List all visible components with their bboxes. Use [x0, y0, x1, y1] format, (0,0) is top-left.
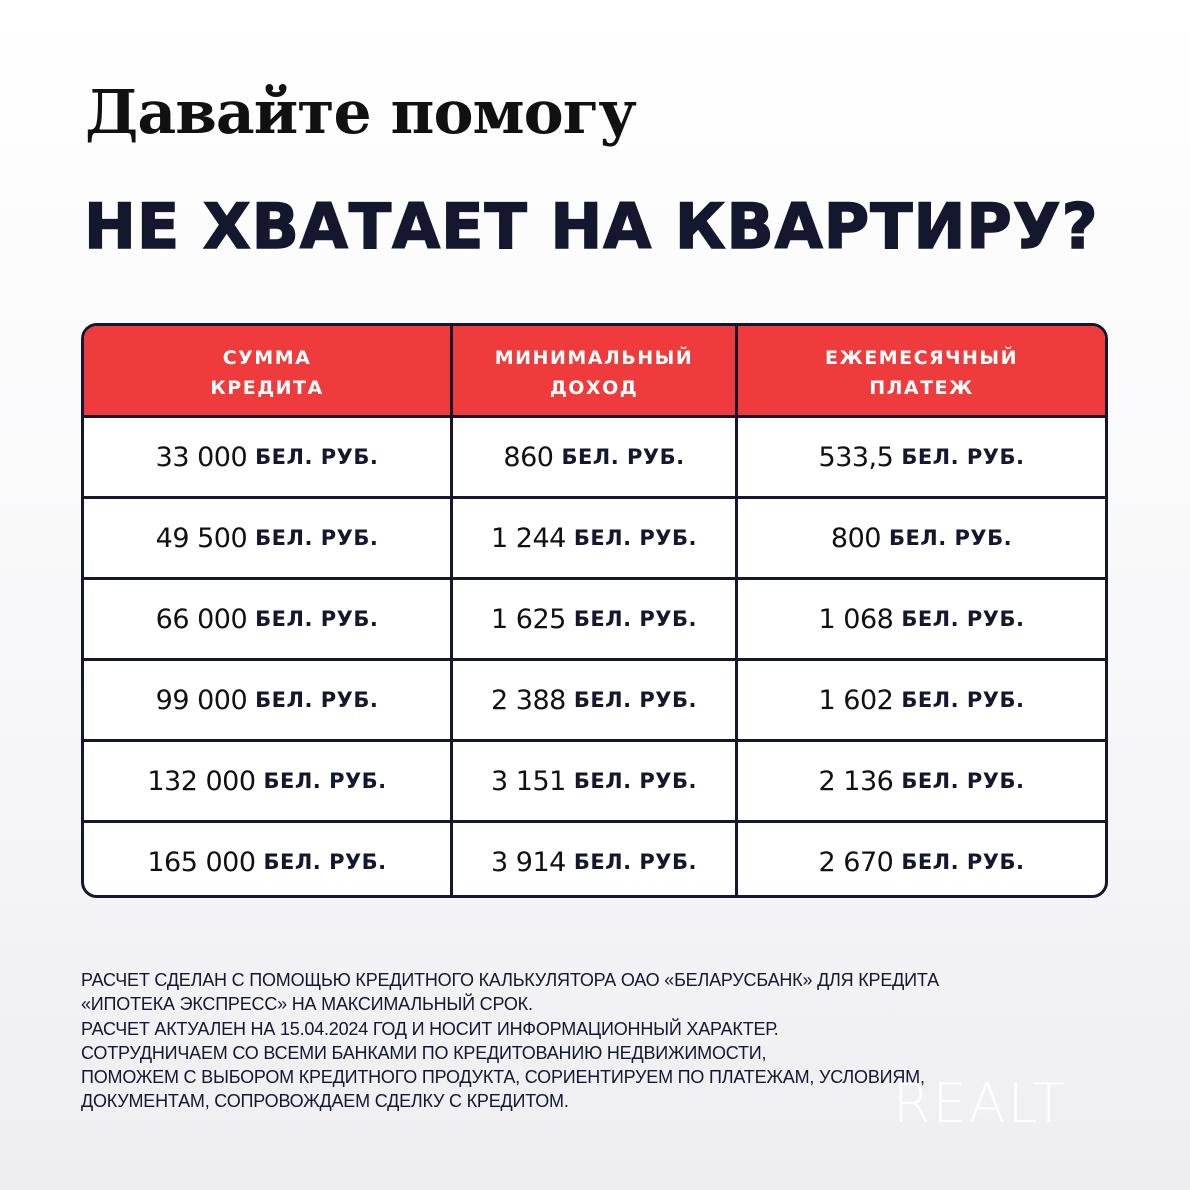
currency-unit: БЕЛ. РУБ. — [573, 607, 697, 631]
table-row: 165 000 БЕЛ. РУБ. 3 914 БЕЛ. РУБ. 2 670 БЕЛ. … — [84, 820, 1105, 895]
currency-unit: БЕЛ. РУБ. — [888, 526, 1013, 550]
min-income-cell: 2 388 БЕЛ. РУБ. — [453, 661, 738, 739]
value: 1 244 — [491, 522, 566, 554]
loan-amount-cell: 132 000 БЕЛ. РУБ. — [84, 742, 453, 820]
monthly-payment-cell: 800 БЕЛ. РУБ. — [738, 499, 1105, 577]
value: 165 000 — [147, 846, 256, 878]
value: 3 151 — [491, 765, 566, 797]
value: 2 136 — [818, 765, 894, 797]
value: 860 — [503, 441, 554, 473]
value: 1 068 — [818, 603, 894, 635]
currency-unit: БЕЛ. РУБ. — [255, 526, 379, 550]
value: 533,5 — [818, 441, 894, 473]
header-min-income: МИНИМАЛЬНЫЙ ДОХОД — [453, 326, 738, 415]
disclaimer-line: «ИПОТЕКА ЭКСПРЕСС» НА МАКСИМАЛЬНЫЙ СРОК. — [81, 994, 533, 1015]
currency-unit: БЕЛ. РУБ. — [901, 607, 1025, 631]
monthly-payment-cell: 533,5 БЕЛ. РУБ. — [738, 418, 1105, 496]
min-income-cell: 3 914 БЕЛ. РУБ. — [453, 823, 738, 895]
loan-amount-cell: 66 000 БЕЛ. РУБ. — [84, 580, 453, 658]
value: 800 — [830, 522, 882, 554]
loan-amount-cell: 165 000 БЕЛ. РУБ. — [84, 823, 453, 895]
currency-unit: БЕЛ. РУБ. — [255, 445, 379, 469]
currency-unit: БЕЛ. РУБ. — [573, 769, 697, 793]
loan-amount-cell: 49 500 БЕЛ. РУБ. — [84, 499, 453, 577]
value: 2 670 — [818, 846, 894, 878]
min-income-cell: 860 БЕЛ. РУБ. — [453, 418, 738, 496]
header-loan-amount: СУММА КРЕДИТА — [84, 326, 453, 415]
currency-unit: БЕЛ. РУБ. — [255, 688, 379, 712]
value: 49 500 — [155, 522, 248, 554]
currency-unit: БЕЛ. РУБ. — [573, 526, 697, 550]
disclaimer-line: РАСЧЕТ АКТУАЛЕН НА 15.04.2024 ГОД И НОСИ… — [81, 1018, 779, 1039]
value: 1 625 — [491, 603, 566, 635]
disclaimer-line: РАСЧЕТ СДЕЛАН С ПОМОЩЬЮ КРЕДИТНОГО КАЛЬК… — [81, 970, 939, 990]
disclaimer-line: ДОКУМЕНТАМ, СОПРОВОЖДАЕМ СДЕЛКУ С КРЕДИТ… — [81, 1091, 569, 1112]
monthly-payment-cell: 1 602 БЕЛ. РУБ. — [738, 661, 1105, 739]
main-heading: НЕ ХВАТАЕТ НА КВАРТИРУ? — [83, 189, 1099, 264]
currency-unit: БЕЛ. РУБ. — [901, 688, 1025, 712]
realt-watermark-logo: REALT — [893, 1072, 1068, 1135]
mortgage-table: СУММА КРЕДИТА МИНИМАЛЬНЫЙ ДОХОД ЕЖЕМЕСЯЧНЫ… — [81, 323, 1108, 898]
value: 99 000 — [155, 684, 248, 716]
monthly-payment-cell: 1 068 БЕЛ. РУБ. — [738, 580, 1105, 658]
table-row: 132 000 БЕЛ. РУБ. 3 151 БЕЛ. РУБ. 2 136 БЕЛ. … — [84, 739, 1105, 820]
subtitle-heading: Давайте помогу — [85, 78, 637, 148]
currency-unit: БЕЛ. РУБ. — [901, 445, 1025, 469]
disclaimer: РАСЧЕТ СДЕЛАН С ПОМОЩЬЮ КРЕДИТНОГО КАЛЬК… — [81, 968, 1141, 1114]
currency-unit: БЕЛ. РУБ. — [561, 445, 685, 469]
header-monthly-payment: ЕЖЕМЕСЯЧНЫЙ ПЛАТЕЖ — [824, 346, 1019, 399]
value: 3 914 — [491, 846, 566, 878]
disclaimer-line: СОТРУДНИЧАЕМ СО ВСЕМИ БАНКАМИ ПО КРЕДИТО… — [81, 1042, 767, 1063]
monthly-payment-cell: 2 670 БЕЛ. РУБ. — [738, 823, 1105, 895]
currency-unit: БЕЛ. РУБ. — [901, 769, 1025, 793]
currency-unit: БЕЛ. РУБ. — [573, 850, 697, 874]
value: 66 000 — [155, 603, 248, 635]
currency-unit: БЕЛ. РУБ. — [573, 688, 697, 712]
table-row: 99 000 БЕЛ. РУБ. 2 388 БЕЛ. РУБ. 1 602 БЕЛ. Р… — [84, 658, 1105, 739]
currency-unit: БЕЛ. РУБ. — [255, 607, 379, 631]
min-income-cell: 1 244 БЕЛ. РУБ. — [453, 499, 738, 577]
value: 33 000 — [155, 441, 248, 473]
table-row: 66 000 БЕЛ. РУБ. 1 625 БЕЛ. РУБ. 1 068 БЕЛ. Р… — [84, 577, 1105, 658]
table-row: 49 500 БЕЛ. РУБ. 1 244 БЕЛ. РУБ. 800 БЕЛ. РУБ… — [84, 496, 1105, 577]
table-row: 33 000 БЕЛ. РУБ. 860 БЕЛ. РУБ. 533,5 БЕЛ. РУБ… — [84, 415, 1105, 496]
value: 2 388 — [491, 684, 566, 716]
value: 1 602 — [818, 684, 894, 716]
currency-unit: БЕЛ. РУБ. — [263, 769, 387, 793]
loan-amount-cell: 33 000 БЕЛ. РУБ. — [84, 418, 453, 496]
min-income-cell: 1 625 БЕЛ. РУБ. — [453, 580, 738, 658]
currency-unit: БЕЛ. РУБ. — [901, 850, 1025, 874]
table-header-row: СУММА КРЕДИТА МИНИМАЛЬНЫЙ ДОХОД ЕЖЕМЕСЯЧНЫ… — [84, 326, 1105, 415]
min-income-cell: 3 151 БЕЛ. РУБ. — [453, 742, 738, 820]
disclaimer-line: ПОМОЖЕМ С ВЫБОРОМ КРЕДИТНОГО ПРОДУКТА, С… — [81, 1067, 925, 1088]
monthly-payment-cell: 2 136 БЕЛ. РУБ. — [738, 742, 1105, 820]
currency-unit: БЕЛ. РУБ. — [263, 850, 387, 874]
value: 132 000 — [147, 765, 256, 797]
loan-amount-cell: 99 000 БЕЛ. РУБ. — [84, 661, 453, 739]
